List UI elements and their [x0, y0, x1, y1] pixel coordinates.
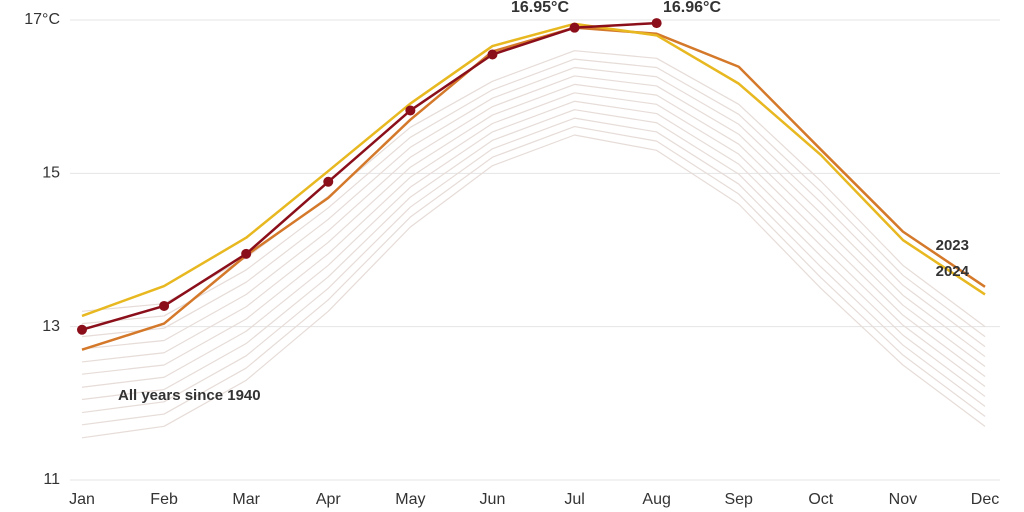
y-tick-label: 11	[43, 471, 60, 488]
background-line	[81, 100, 986, 388]
background-line	[81, 117, 986, 414]
x-tick-label: Mar	[232, 491, 260, 508]
background-line	[81, 58, 986, 338]
point	[241, 248, 252, 259]
x-tick-label: Aug	[642, 491, 670, 508]
x-tick-label: Oct	[808, 491, 833, 508]
annotation: 16.96°C	[663, 0, 721, 16]
series-label: 2023	[936, 237, 969, 254]
background-line	[81, 50, 986, 328]
point	[487, 49, 498, 60]
point	[159, 300, 170, 311]
background-line	[81, 134, 986, 439]
point	[323, 176, 334, 187]
x-tick-label: Apr	[316, 491, 342, 508]
x-tick-label: Jun	[480, 491, 506, 508]
background-line	[81, 66, 986, 348]
x-tick-label: May	[395, 491, 425, 508]
background-line	[81, 109, 986, 401]
series-line	[81, 21, 657, 331]
point	[77, 324, 87, 335]
y-tick-label: 17°C	[24, 11, 60, 28]
point	[569, 22, 580, 33]
x-tick-label: Dec	[971, 491, 999, 508]
series-label: 2024	[936, 263, 970, 280]
background-line	[81, 75, 986, 358]
point	[651, 18, 662, 29]
background-line	[81, 83, 986, 368]
background-line	[81, 125, 986, 426]
background-line	[81, 92, 986, 377]
point	[405, 105, 416, 116]
x-tick-label: Nov	[889, 491, 917, 508]
x-tick-label: Jul	[564, 491, 584, 508]
annotation: 16.95°C	[511, 0, 569, 16]
x-tick-label: Feb	[150, 491, 178, 508]
y-tick-label: 13	[42, 318, 60, 335]
y-tick-label: 15	[42, 165, 60, 182]
x-tick-label: Jan	[69, 491, 95, 508]
series-line	[81, 26, 986, 351]
background-label: All years since 1940	[118, 387, 261, 404]
series-line	[81, 22, 986, 318]
x-tick-label: Sep	[724, 491, 753, 508]
